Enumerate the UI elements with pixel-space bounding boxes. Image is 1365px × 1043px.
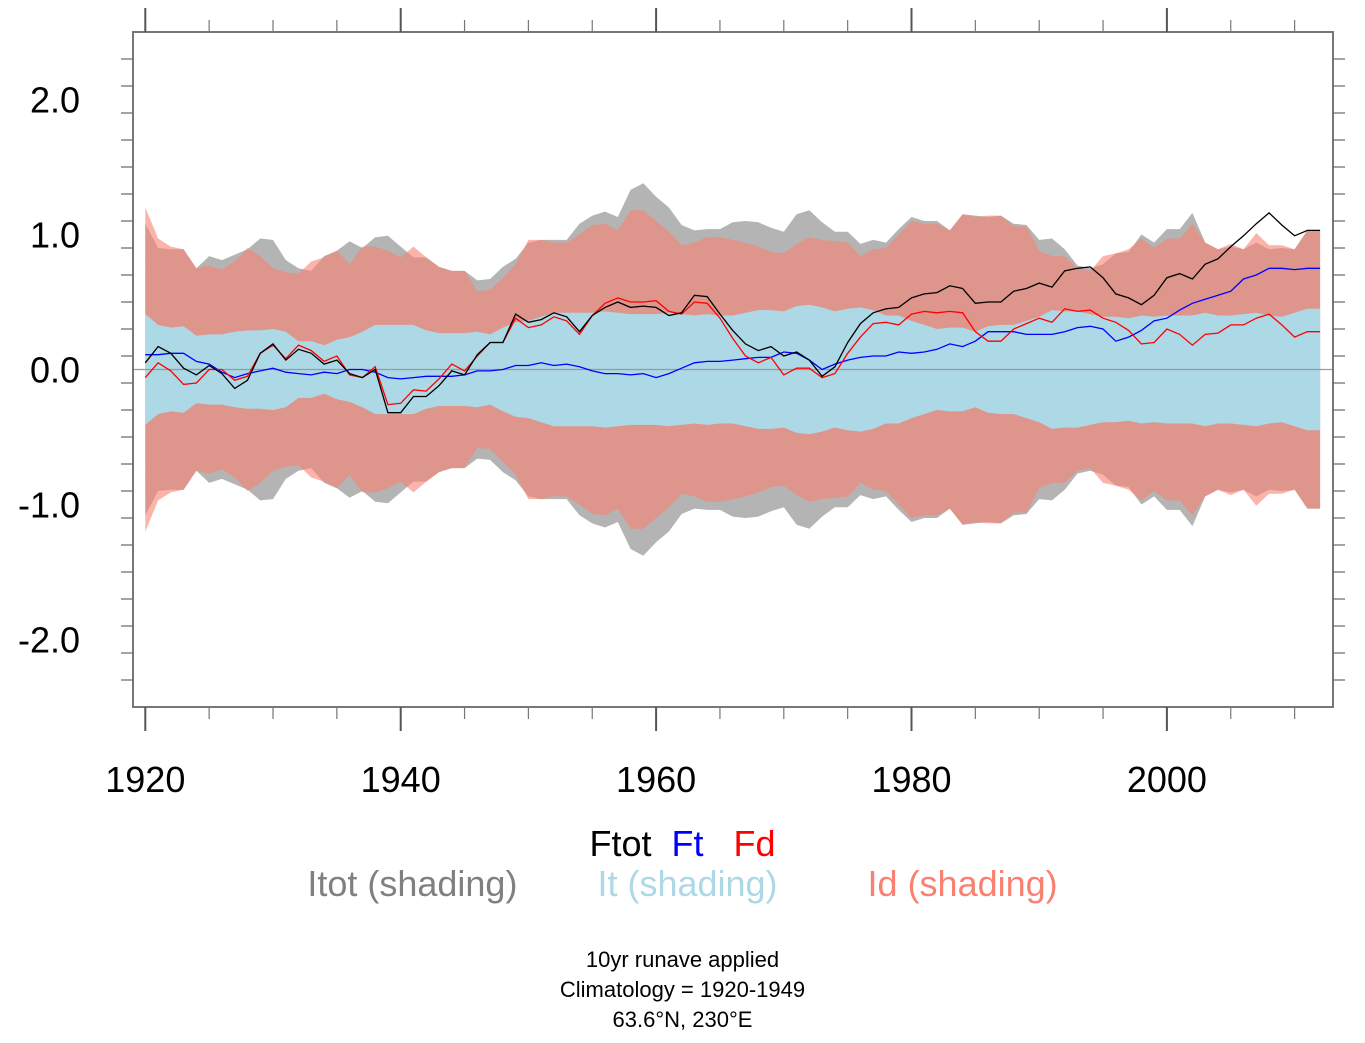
y-tick-label--1.0: -1.0 (18, 485, 80, 526)
legend-item-id: Id (shading) (867, 863, 1058, 904)
x-tick-label-2000: 2000 (1127, 759, 1207, 800)
x-tick-label-1920: 1920 (105, 759, 185, 800)
x-tick-label-1940: 1940 (361, 759, 441, 800)
annotation-location: 63.6°N, 230°E (612, 1007, 753, 1032)
series-layer (144, 212, 1321, 414)
y-tick-label-1.0: 1.0 (30, 215, 80, 256)
legend-lines: Ftot Ft Fd (0, 822, 1365, 866)
plot-frame (132, 31, 1334, 708)
legend-item-it: It (shading) (597, 863, 778, 904)
legend-item-ftot: Ftot (589, 823, 652, 864)
legend-item-itot: Itot (shading) (307, 863, 518, 904)
axis-tick-labels: 1920 1940 1960 1980 2000 -2.0 -1.0 0.0 1.0 2.0 (18, 80, 1207, 801)
series-points-ftot (145, 212, 1321, 413)
x-tick-label-1960: 1960 (616, 759, 696, 800)
legend-item-ft: Ft (671, 823, 704, 864)
plot-border (132, 31, 1334, 708)
x-tick-label-1980: 1980 (871, 759, 951, 800)
annotation-climatology: Climatology = 1920-1949 (559, 977, 806, 1002)
y-tick-label-2.0: 2.0 (30, 80, 80, 121)
legend-item-fd: Fd (733, 823, 776, 864)
y-tick-label-0.0: 0.0 (30, 350, 80, 391)
annotation-block: 10yr runave applied Climatology = 1920-1… (0, 945, 1365, 1035)
axis-ticks (121, 8, 1345, 731)
annotation-runave: 10yr runave applied (585, 947, 780, 972)
series-points-fd (145, 297, 1321, 405)
series-points-ft (145, 268, 1321, 379)
y-tick-label--2.0: -2.0 (18, 620, 80, 661)
legend-shading: Itot (shading) It (shading) Id (shading) (0, 862, 1365, 906)
